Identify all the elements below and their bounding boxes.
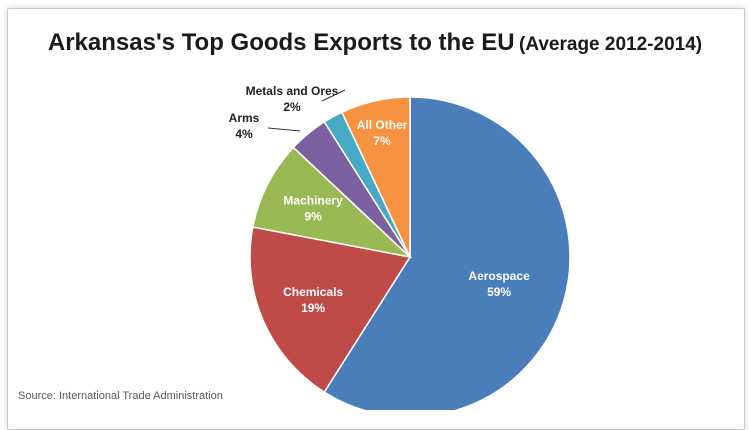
source-note: Source: International Trade Administrati… bbox=[18, 390, 223, 402]
slice-name-label: All Other bbox=[357, 118, 408, 132]
slice-name-label: Metals and Ores bbox=[246, 84, 339, 98]
pie-slice-chemicals bbox=[249, 226, 412, 394]
leader-line bbox=[267, 127, 301, 132]
slice-name-label: Chemicals bbox=[283, 285, 343, 299]
chart-title-main: Arkansas's Top Goods Exports to the EU bbox=[47, 29, 515, 56]
pie-chart: Aerospace 59% Chemicals 19% Machinery 9% Arms 4… bbox=[229, 84, 571, 410]
chart-title: Arkansas's Top Goods Exports to the EU (… bbox=[0, 27, 750, 62]
pie-slice-aerospace bbox=[323, 96, 571, 410]
slice-value-label: 2% bbox=[283, 100, 301, 114]
slice-value-label: 4% bbox=[235, 127, 253, 141]
pie-slice-machinery bbox=[251, 146, 413, 259]
leader-line bbox=[321, 89, 346, 102]
slice-name-label: Arms bbox=[229, 111, 260, 125]
slice-value-label: 59% bbox=[487, 285, 511, 299]
pie-slice-all-other bbox=[340, 96, 411, 258]
slice-name-label: Machinery bbox=[283, 194, 343, 208]
chart-title-subtitle: (Average 2012-2014) bbox=[519, 34, 703, 55]
slice-name-label: Aerospace bbox=[468, 269, 530, 283]
slice-value-label: 9% bbox=[304, 210, 322, 224]
slice-value-label: 19% bbox=[301, 301, 325, 315]
slice-value-label: 7% bbox=[373, 134, 391, 148]
